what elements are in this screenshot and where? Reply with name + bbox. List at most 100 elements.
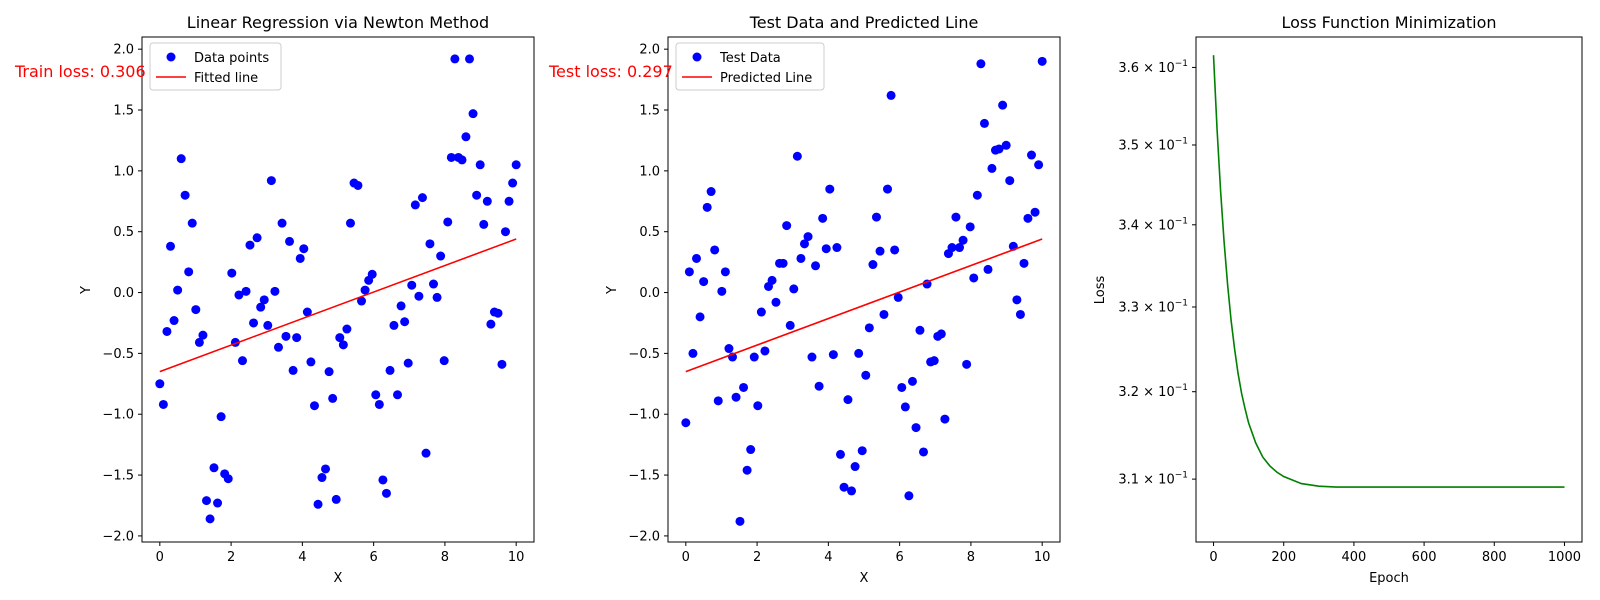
- x-axis-label: Epoch: [1369, 571, 1409, 586]
- data-point: [864, 323, 874, 333]
- data-point: [446, 152, 456, 162]
- data-point: [234, 290, 244, 300]
- data-point: [374, 399, 384, 409]
- data-point: [389, 320, 399, 330]
- data-point: [335, 333, 345, 343]
- data-point: [191, 305, 201, 315]
- x-tick-label: 10: [508, 550, 525, 565]
- legend-marker-data-points: [166, 52, 176, 62]
- data-point: [162, 326, 172, 336]
- x-tick-label: 6: [895, 550, 903, 565]
- y-tick-label: 0.0: [113, 286, 134, 301]
- data-point: [782, 221, 792, 231]
- chart-title: Linear Regression via Newton Method: [187, 13, 489, 32]
- data-point: [969, 273, 979, 283]
- y-tick-label: −2.0: [628, 529, 660, 544]
- data-point: [443, 217, 453, 227]
- data-point: [227, 268, 237, 278]
- data-point: [702, 202, 712, 212]
- data-point: [158, 399, 168, 409]
- data-point: [461, 132, 471, 142]
- y-tick-label: −1.0: [628, 408, 660, 423]
- plot-frame: [667, 36, 1061, 543]
- data-point: [979, 118, 989, 128]
- data-point: [832, 243, 842, 253]
- data-point: [893, 292, 903, 302]
- data-point: [799, 239, 809, 249]
- data-point: [792, 151, 802, 161]
- data-point: [277, 218, 287, 228]
- data-point: [681, 418, 691, 428]
- data-point: [345, 218, 355, 228]
- data-point: [194, 337, 204, 347]
- data-point: [778, 258, 788, 268]
- y-tick-label: 1.5: [113, 104, 134, 119]
- data-point: [983, 264, 993, 274]
- data-point: [825, 184, 835, 194]
- data-point: [695, 312, 705, 322]
- x-tick-label: 2: [753, 550, 761, 565]
- data-point: [436, 251, 446, 261]
- y-tick-label: 3.6 × 10−1: [1118, 59, 1188, 76]
- data-point: [746, 445, 756, 455]
- y-tick-label: 0.0: [639, 286, 660, 301]
- data-point: [904, 491, 914, 501]
- data-point: [270, 286, 280, 296]
- data-point: [256, 302, 266, 312]
- data-point: [1015, 309, 1025, 319]
- data-point: [875, 246, 885, 256]
- plot-marks: [681, 56, 1047, 526]
- x-axis-label: X: [860, 571, 869, 586]
- data-point: [155, 379, 165, 389]
- data-point: [500, 227, 510, 237]
- data-point: [713, 396, 723, 406]
- data-point: [237, 356, 247, 366]
- x-tick-label: 0: [156, 550, 164, 565]
- data-point: [338, 340, 348, 350]
- data-point: [811, 261, 821, 271]
- data-point: [360, 285, 370, 295]
- data-point: [223, 474, 233, 484]
- data-point: [263, 320, 273, 330]
- x-tick-label: 0: [682, 550, 690, 565]
- data-point: [353, 180, 363, 190]
- chart-train: Linear Regression via Newton Method −2.0…: [14, 13, 535, 586]
- legend-label-fitted-line: Fitted line: [194, 71, 258, 86]
- data-point: [249, 318, 259, 328]
- data-point: [482, 196, 492, 206]
- data-point: [176, 154, 186, 164]
- data-point: [731, 392, 741, 402]
- data-point: [897, 382, 907, 392]
- data-point: [439, 356, 449, 366]
- data-point: [742, 465, 752, 475]
- data-point: [281, 331, 291, 341]
- data-point: [417, 193, 427, 203]
- x-axis: 0 200 400 600 800 1000: [1209, 542, 1581, 565]
- legend-label-data-points: Data points: [194, 51, 269, 66]
- y-axis-label: Loss: [1093, 276, 1108, 305]
- data-point: [407, 280, 417, 290]
- data-point: [767, 275, 777, 285]
- data-point: [342, 324, 352, 334]
- data-point: [425, 239, 435, 249]
- x-tick-label: 600: [1412, 550, 1437, 565]
- x-tick-label: 4: [298, 550, 306, 565]
- x-tick-label: 8: [967, 550, 975, 565]
- data-point: [486, 319, 496, 329]
- data-point: [180, 190, 190, 200]
- data-point: [720, 267, 730, 277]
- chart-loss: Loss Function Minimization 3.1 × 10−1 3.2…: [1093, 13, 1583, 586]
- data-point: [965, 222, 975, 232]
- data-point: [818, 213, 828, 223]
- data-point: [717, 286, 727, 296]
- y-tick-label: 1.0: [113, 164, 134, 179]
- loss-curve: [1212, 55, 1565, 488]
- data-point: [857, 446, 867, 456]
- data-point: [216, 412, 226, 422]
- data-point: [429, 279, 439, 289]
- chart-test: Test Data and Predicted Line −2.0 −1.5 −1.…: [548, 13, 1061, 586]
- data-point: [266, 176, 276, 186]
- data-point: [994, 144, 1004, 154]
- y-tick-label: −0.5: [102, 347, 134, 362]
- data-point: [173, 285, 183, 295]
